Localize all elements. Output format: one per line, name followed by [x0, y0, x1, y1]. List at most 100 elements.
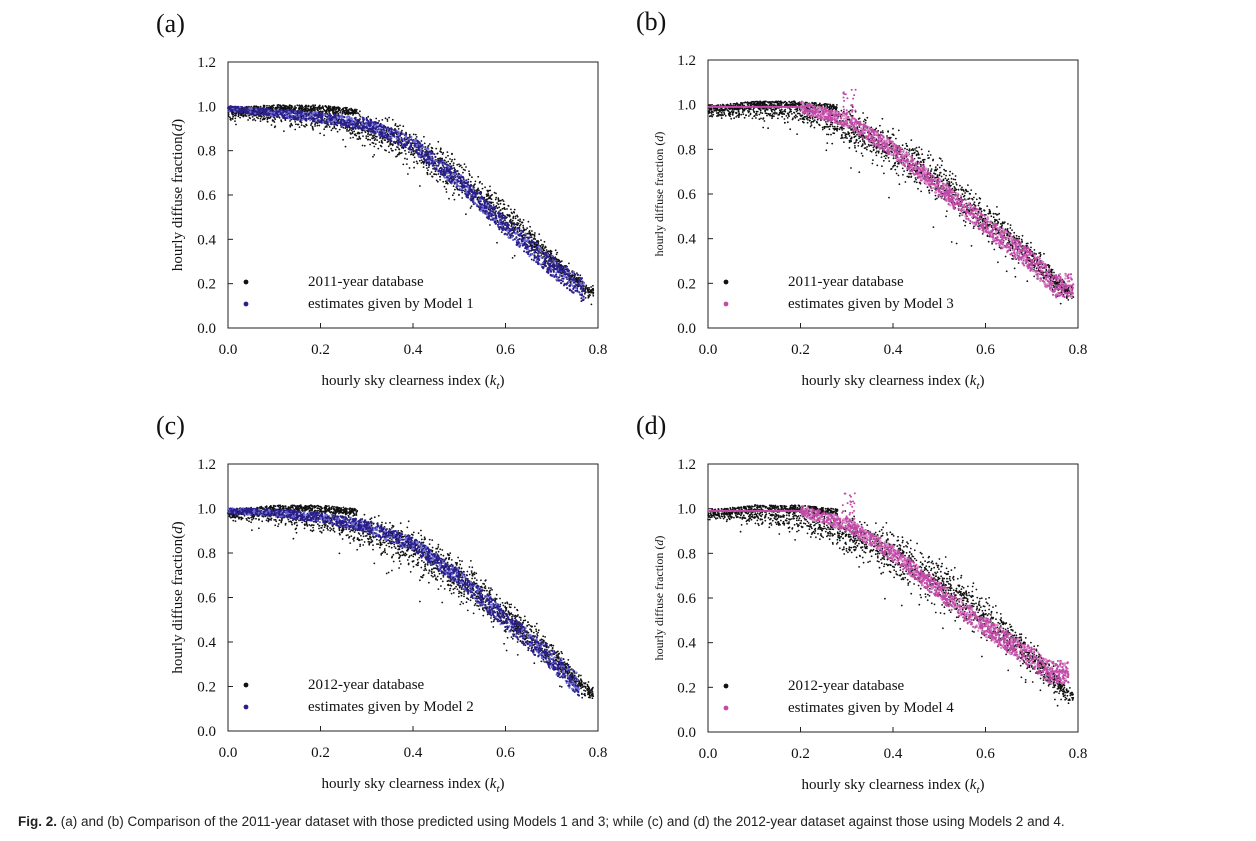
observed-point: [839, 115, 842, 117]
observed-point: [323, 134, 325, 137]
model-point: [431, 159, 434, 162]
observed-point: [1059, 302, 1062, 305]
observed-point: [274, 125, 277, 128]
model-point: [430, 161, 433, 165]
model-point: [247, 110, 250, 113]
model-point: [369, 124, 372, 127]
observed-point: [355, 108, 358, 111]
observed-point: [490, 202, 492, 205]
observed-point: [788, 100, 790, 103]
observed-point: [904, 147, 906, 150]
model-point: [340, 114, 343, 117]
model-point: [504, 232, 507, 235]
observed-point: [272, 120, 275, 122]
model-point: [576, 283, 579, 287]
observed-point: [592, 291, 595, 294]
model-point: [365, 118, 368, 121]
observed-point: [937, 196, 940, 198]
observed-point: [268, 105, 270, 107]
model-point: [285, 115, 288, 118]
model-point: [389, 132, 393, 135]
model-point: [332, 122, 335, 125]
observed-point: [348, 108, 351, 111]
model-point: [552, 270, 555, 273]
observed-point: [485, 193, 488, 196]
model-point: [489, 218, 492, 221]
observed-point: [543, 240, 546, 243]
model-point: [561, 275, 564, 278]
observed-point: [848, 141, 851, 144]
observed-point: [503, 207, 505, 210]
observed-point: [344, 145, 347, 148]
observed-point: [451, 194, 454, 197]
model-point: [388, 131, 391, 134]
model-point: [390, 140, 393, 143]
model-point: [540, 256, 543, 259]
observed-point: [373, 154, 376, 156]
observed-point: [234, 120, 236, 122]
observed-point: [462, 171, 464, 174]
observed-point: [327, 124, 330, 126]
observed-point: [306, 107, 308, 109]
model-point: [453, 181, 456, 184]
observed-point: [424, 146, 427, 148]
observed-point: [345, 108, 348, 111]
model-point: [293, 115, 297, 119]
model-point: [339, 120, 342, 123]
observed-point: [369, 139, 372, 141]
observed-point: [490, 194, 492, 197]
observed-point: [533, 237, 536, 240]
observed-point: [992, 216, 995, 219]
model-point: [409, 145, 413, 148]
observed-point: [294, 128, 297, 131]
model-point: [292, 117, 295, 120]
model-point: [523, 238, 526, 241]
observed-point: [529, 225, 531, 228]
observed-point: [484, 186, 486, 189]
observed-point: [347, 130, 350, 132]
model-point: [294, 113, 297, 117]
observed-point: [445, 156, 447, 159]
observed-point: [338, 108, 341, 110]
model-point: [382, 124, 385, 127]
model-point: [455, 186, 458, 189]
observed-point: [253, 118, 256, 120]
observed-point: [827, 125, 830, 128]
model-point: [440, 170, 443, 173]
observed-point: [469, 180, 472, 183]
observed-point: [1018, 235, 1020, 238]
observed-point: [756, 114, 758, 116]
model-point: [354, 126, 357, 129]
observed-point: [365, 137, 368, 140]
observed-point: [296, 104, 299, 107]
observed-point: [275, 107, 277, 110]
observed-point: [489, 197, 492, 200]
model-point: [426, 150, 429, 153]
observed-point: [418, 159, 421, 162]
observed-point: [232, 115, 235, 118]
model-point: [258, 110, 261, 113]
model-point: [544, 251, 547, 254]
model-point: [553, 267, 556, 271]
observed-point: [973, 201, 976, 204]
observed-point: [510, 208, 512, 211]
model-point: [290, 110, 293, 113]
model-point: [254, 112, 257, 115]
model-point: [233, 105, 236, 108]
observed-point: [342, 138, 344, 141]
observed-point: [521, 221, 524, 224]
observed-point: [476, 193, 479, 195]
observed-point: [745, 101, 748, 104]
observed-point: [771, 117, 773, 120]
observed-point: [542, 245, 544, 248]
model-point: [235, 106, 238, 109]
model-point: [449, 172, 452, 175]
model-point: [478, 198, 481, 201]
observed-point: [285, 107, 288, 110]
observed-point: [389, 143, 391, 146]
observed-point: [500, 231, 503, 234]
model-point: [300, 111, 303, 114]
model-point: [304, 117, 307, 120]
model-point: [461, 186, 464, 189]
model-point: [472, 188, 475, 191]
